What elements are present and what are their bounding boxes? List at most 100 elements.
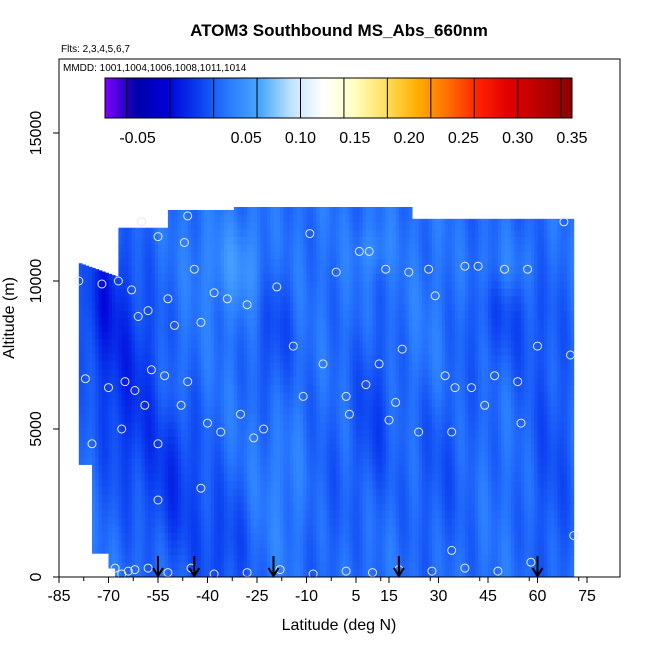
heatmap-cell [375, 392, 380, 400]
heatmap-cell [280, 273, 284, 282]
heatmap-cell [402, 414, 406, 422]
heatmap-cell [283, 480, 288, 489]
heatmap-cell [224, 532, 228, 541]
heatmap-cell [243, 532, 248, 541]
heatmap-cell [329, 244, 334, 252]
heatmap-cell [392, 406, 396, 415]
heatmap-cell [177, 473, 182, 482]
heatmap-cell [382, 207, 387, 215]
heatmap-cell [174, 488, 179, 496]
heatmap-cell [313, 362, 317, 371]
heatmap-cell [118, 517, 123, 526]
heatmap-cell [194, 229, 198, 237]
heatmap-cell [339, 451, 344, 459]
heatmap-cell [243, 303, 248, 311]
heatmap-cell [217, 421, 222, 430]
heatmap-cell [108, 346, 113, 354]
heatmap-cell [171, 532, 175, 541]
heatmap-cell [204, 414, 208, 422]
heatmap-cell [210, 510, 215, 519]
heatmap-cell [191, 392, 195, 400]
heatmap-cell [293, 258, 297, 267]
heatmap-cell [286, 221, 291, 230]
heatmap-cell [336, 318, 340, 326]
heatmap-cell [191, 421, 195, 430]
heatmap-cell [313, 281, 317, 289]
heatmap-cell [299, 310, 304, 319]
heatmap-cell [309, 554, 314, 563]
heatmap-cell [187, 266, 192, 274]
heatmap-cell [398, 421, 403, 430]
heatmap-cell [92, 286, 96, 295]
heatmap-cell [329, 436, 334, 445]
heatmap-cell [323, 547, 327, 556]
heatmap-cell [92, 420, 96, 428]
heatmap-cell [323, 369, 327, 378]
heatmap-cell [336, 414, 340, 422]
heatmap-cell [339, 236, 344, 245]
heatmap-cell [270, 281, 274, 289]
heatmap-cell [247, 495, 251, 504]
heatmap-cell [342, 406, 347, 415]
heatmap-cell [326, 310, 330, 319]
heatmap-cell [128, 399, 132, 408]
heatmap-cell [82, 412, 86, 421]
heatmap-cell [418, 369, 423, 378]
heatmap-cell [191, 303, 195, 311]
heatmap-cell [382, 569, 387, 578]
heatmap-cell [184, 347, 189, 356]
heatmap-cell [237, 399, 241, 408]
heatmap-cell [171, 295, 175, 304]
heatmap-cell [174, 295, 179, 304]
heatmap-cell [299, 540, 304, 548]
heatmap-cell [276, 214, 281, 223]
heatmap-cell [108, 471, 113, 480]
heatmap-cell [141, 236, 146, 245]
heatmap-cell [217, 495, 222, 504]
heatmap-cell [171, 244, 175, 252]
heatmap-cell [187, 377, 192, 385]
heatmap-cell [323, 525, 327, 533]
heatmap-cell [131, 421, 136, 430]
heatmap-cell [326, 392, 330, 400]
heatmap-cell [385, 458, 390, 467]
heatmap-cell [181, 266, 185, 274]
heatmap-cell [415, 229, 420, 237]
heatmap-cell [349, 244, 354, 252]
heatmap-cell [293, 384, 297, 393]
heatmap-cell [306, 273, 311, 282]
heatmap-cell [309, 288, 314, 297]
heatmap-cell [402, 510, 406, 519]
heatmap-cell [273, 281, 278, 289]
heatmap-cell [158, 503, 162, 511]
heatmap-cell [224, 480, 228, 489]
heatmap-cell [125, 392, 129, 400]
heatmap-cell [88, 449, 93, 458]
heatmap-cell [266, 554, 271, 563]
heatmap-cell [207, 480, 212, 489]
heatmap-cell [303, 443, 307, 452]
heatmap-cell [313, 369, 317, 378]
heatmap-cell [224, 510, 228, 519]
heatmap-cell [313, 466, 317, 474]
heatmap-cell [352, 244, 357, 252]
heatmap-cell [125, 347, 129, 356]
heatmap-cell [309, 406, 314, 415]
heatmap-cell [240, 318, 245, 326]
heatmap-cell [247, 510, 251, 519]
heatmap-cell [164, 436, 169, 445]
heatmap-cell [342, 236, 347, 245]
heatmap-cell [299, 258, 304, 267]
heatmap-cell [197, 436, 202, 445]
heatmap-cell [280, 399, 284, 408]
heatmap-cell [270, 458, 274, 467]
heatmap-cell [88, 323, 93, 332]
heatmap-cell [227, 495, 231, 504]
heatmap-cell [346, 221, 350, 230]
heatmap-cell [108, 331, 113, 340]
heatmap-cell [283, 540, 288, 548]
heatmap-cell [385, 288, 390, 297]
heatmap-cell [293, 229, 297, 237]
heatmap-cell [313, 377, 317, 385]
heatmap-cell [217, 258, 222, 267]
